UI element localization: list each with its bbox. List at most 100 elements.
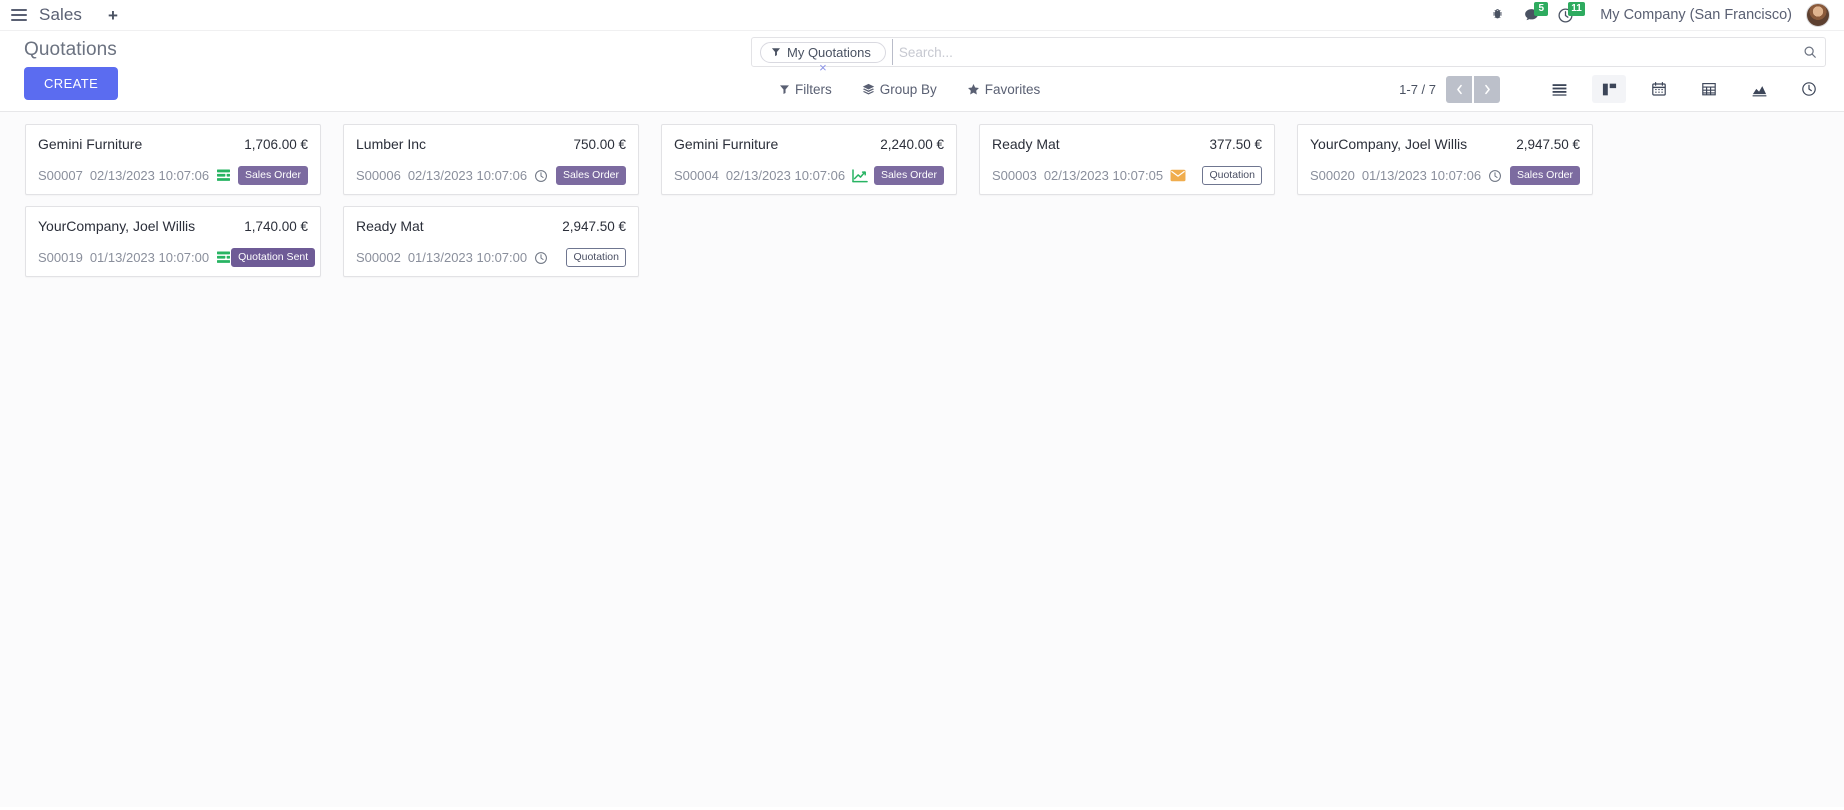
- bug-icon[interactable]: [1480, 1, 1514, 29]
- favorites-dropdown[interactable]: Favorites: [967, 82, 1040, 97]
- kanban-card-date: 02/13/2023 10:07:05: [1043, 168, 1164, 183]
- kanban-card-footer: S00007 02/13/2023 10:07:06 Sales Order: [38, 166, 308, 186]
- control-panel-left: Quotations CREATE: [24, 37, 324, 100]
- view-switcher: [1542, 75, 1826, 103]
- activity-badge: 11: [1568, 2, 1585, 16]
- calendar-view-icon[interactable]: [1642, 75, 1676, 103]
- kanban-card-footer: S00003 02/13/2023 10:07:05 Quotation: [992, 166, 1262, 186]
- kanban-card-partner: YourCompany, Joel Willis: [1310, 136, 1468, 152]
- group-by-dropdown[interactable]: Group By: [862, 82, 937, 97]
- kanban-card[interactable]: Gemini Furniture 1,706.00 € S00007 02/13/20…: [25, 124, 321, 196]
- orange-envelope-icon[interactable]: [1170, 169, 1186, 182]
- avatar[interactable]: [1806, 3, 1830, 27]
- kanban-card-state-badge: Quotation: [566, 248, 626, 268]
- kanban-card-amount: 2,947.50 €: [562, 219, 626, 235]
- kanban-card-date: 02/13/2023 10:07:06: [89, 168, 210, 183]
- kanban-card-header: Ready Mat 377.50 €: [992, 136, 1262, 152]
- kanban-card-state-badge: Quotation: [1202, 166, 1262, 186]
- kanban-card-meta: S00019 01/13/2023 10:07:00: [38, 250, 231, 265]
- control-panel: Quotations CREATE My Quotations ×: [0, 31, 1844, 112]
- grey-clock-icon[interactable]: [534, 169, 548, 183]
- pager-next-button[interactable]: [1474, 75, 1500, 103]
- kanban-card-date: 01/13/2023 10:07:00: [407, 250, 528, 266]
- kanban-card-footer: S00006 02/13/2023 10:07:06 Sales Order: [356, 166, 626, 186]
- control-panel-right: My Quotations × Filters: [751, 37, 1826, 103]
- filters-dropdown-label: Filters: [795, 81, 832, 97]
- hamburger-menu-icon[interactable]: [8, 5, 30, 25]
- chevron-right-icon: [1484, 84, 1490, 94]
- kanban-card-header: Gemini Furniture 2,240.00 €: [674, 136, 944, 152]
- kanban-card-reference: S00003: [992, 168, 1037, 183]
- kanban-card-footer: S00020 01/13/2023 10:07:06 Sales Order: [1310, 166, 1580, 186]
- kanban-card-state-badge: Quotation Sent: [231, 248, 316, 268]
- kanban-card-partner: Ready Mat: [356, 218, 424, 235]
- kanban-card-footer: S00019 01/13/2023 10:07:00 Quotation Sent: [38, 248, 316, 268]
- top-navbar: Sales + 5 11 My Company (San Francisco): [0, 0, 1844, 31]
- kanban-card-reference: S00020: [1310, 168, 1355, 183]
- company-switcher[interactable]: My Company (San Francisco): [1600, 7, 1792, 23]
- search-bar[interactable]: My Quotations ×: [751, 37, 1826, 74]
- kanban-card[interactable]: Gemini Furniture 2,240.00 € S00004 02/13/20…: [661, 124, 957, 196]
- pager-and-views: 1-7 / 7: [1399, 75, 1826, 103]
- kanban-card-date: 02/13/2023 10:07:06: [407, 168, 528, 183]
- kanban-card-header: Gemini Furniture 1,706.00 €: [38, 136, 308, 152]
- search-icon[interactable]: [1803, 45, 1817, 59]
- kanban-card[interactable]: YourCompany, Joel Willis 1,740.00 € S00019…: [25, 206, 321, 278]
- green-trending-up-icon[interactable]: [852, 168, 868, 183]
- activity-view-icon[interactable]: [1792, 75, 1826, 103]
- kanban-card-amount: 750.00 €: [573, 137, 626, 152]
- filters-dropdown[interactable]: Filters: [779, 82, 832, 97]
- kanban-card-state-badge: Sales Order: [873, 166, 944, 186]
- kanban-view-icon[interactable]: [1592, 75, 1626, 103]
- search-facet-label: My Quotations: [787, 44, 871, 60]
- grey-clock-icon[interactable]: [534, 251, 548, 265]
- kanban-card[interactable]: Ready Mat 377.50 € S00003 02/13/2023 10:07:…: [979, 124, 1275, 196]
- list-view-icon[interactable]: [1542, 75, 1576, 103]
- search-input[interactable]: [891, 39, 1797, 65]
- kanban-card-partner: Lumber Inc: [356, 136, 427, 152]
- kanban-card-partner: Ready Mat: [992, 136, 1060, 152]
- kanban-card-footer: S00002 01/13/2023 10:07:00 Quotation: [356, 248, 626, 268]
- green-list-icon[interactable]: [216, 251, 231, 264]
- kanban-card-meta: S00003 02/13/2023 10:07:05: [992, 168, 1186, 183]
- kanban-card[interactable]: Lumber Inc 750.00 € S00006 02/13/2023 10:07…: [343, 124, 639, 196]
- kanban-card-date: 02/13/2023 10:07:06: [725, 168, 846, 183]
- kanban-card-reference: S00007: [38, 168, 83, 183]
- kanban-card-reference: S00006: [356, 168, 401, 183]
- new-record-plus-icon[interactable]: +: [108, 5, 118, 25]
- chevron-left-icon: [1456, 84, 1462, 94]
- kanban-card-meta: S00004 02/13/2023 10:07:06: [674, 168, 868, 183]
- kanban-card-header: YourCompany, Joel Willis 1,740.00 €: [38, 218, 308, 234]
- kanban-card-reference: S00002: [356, 250, 401, 266]
- search-dropdowns: Filters Group By Favorites: [779, 82, 1040, 97]
- filter-icon: [771, 48, 781, 57]
- kanban-card-amount: 2,240.00 €: [880, 137, 944, 152]
- kanban-card[interactable]: Ready Mat 2,947.50 € S00002 01/13/2023 10:0…: [343, 206, 639, 278]
- search-facet-my-quotations[interactable]: My Quotations ×: [760, 41, 886, 74]
- grey-clock-icon[interactable]: [1488, 169, 1502, 183]
- kanban-card-amount: 377.50 €: [1209, 137, 1262, 152]
- activity-clock-icon[interactable]: 11: [1548, 1, 1585, 29]
- pivot-view-icon[interactable]: [1692, 75, 1726, 103]
- star-icon: [967, 83, 979, 95]
- pager-value: 1-7 / 7: [1399, 81, 1436, 97]
- kanban-card-partner: Gemini Furniture: [38, 136, 143, 152]
- messages-badge: 5: [1534, 2, 1549, 16]
- pager-previous-button[interactable]: [1446, 75, 1472, 103]
- kanban-card-state-badge: Sales Order: [1509, 166, 1580, 186]
- create-button[interactable]: CREATE: [24, 67, 119, 100]
- kanban-card-partner: YourCompany, Joel Willis: [38, 218, 196, 235]
- kanban-card-partner: Gemini Furniture: [674, 136, 779, 152]
- group-by-dropdown-label: Group By: [879, 81, 937, 97]
- app-brand-sales[interactable]: Sales: [39, 5, 83, 24]
- kanban-card-meta: S00002 01/13/2023 10:07:00: [356, 250, 548, 265]
- messages-icon[interactable]: 5: [1514, 1, 1549, 29]
- kanban-card[interactable]: YourCompany, Joel Willis 2,947.50 € S00020…: [1297, 124, 1593, 196]
- green-list-icon[interactable]: [216, 169, 231, 182]
- kanban-card-state-badge: Sales Order: [237, 166, 308, 186]
- search-facet-remove-icon[interactable]: ×: [819, 59, 827, 75]
- kanban-card-header: Ready Mat 2,947.50 €: [356, 218, 626, 234]
- kanban-card-amount: 2,947.50 €: [1516, 137, 1580, 152]
- kanban-card-reference: S00004: [674, 168, 719, 183]
- graph-view-icon[interactable]: [1742, 75, 1776, 103]
